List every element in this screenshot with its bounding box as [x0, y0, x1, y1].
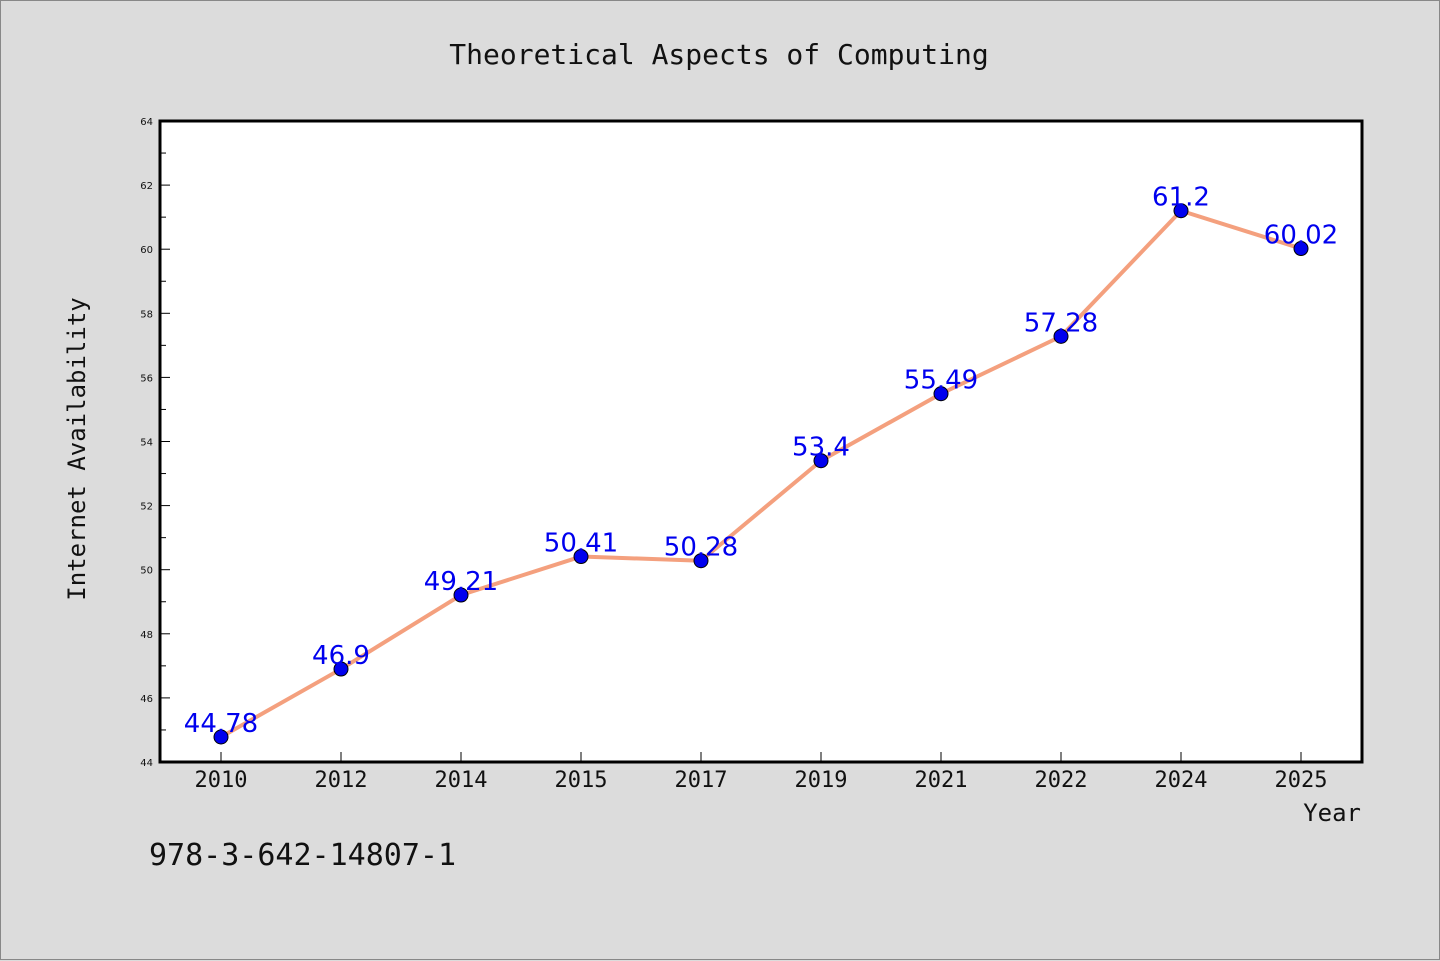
data-point-label: 44.78	[184, 709, 258, 739]
y-tick-label: 50	[140, 566, 153, 577]
x-tick-label: 2025	[1275, 768, 1328, 793]
x-tick-label: 2014	[435, 768, 488, 793]
chart-title: Theoretical Aspects of Computing	[449, 38, 988, 71]
x-tick-label: 2024	[1155, 768, 1208, 793]
data-labels-group: 44.78 46.9 49.21 50.41 50.28 53.4 55.49 57.28 61…	[184, 183, 1338, 739]
data-point-marker	[813, 453, 829, 469]
x-tick-label: 2021	[915, 768, 968, 793]
y-tick-label: 52	[140, 502, 153, 513]
y-tick-label: 44	[140, 758, 153, 769]
x-axis-ticks: 2010 2012 2014 2015 2017 2019 2021 2022 2024 2025	[195, 752, 1328, 793]
data-point-label: 50.41	[544, 529, 618, 559]
x-axis-label: Year	[1303, 799, 1361, 827]
x-tick-label: 2019	[795, 768, 848, 793]
data-point-marker	[1293, 241, 1309, 257]
y-tick-label: 48	[140, 630, 153, 641]
y-axis-label: Internet Availability	[63, 297, 91, 600]
data-point-marker	[333, 661, 349, 677]
y-tick-label: 62	[140, 181, 153, 192]
data-point-label: 50.28	[664, 533, 738, 563]
data-point-label: 46.9	[312, 641, 370, 671]
data-point-label: 49.21	[424, 567, 498, 597]
x-tick-label: 2010	[195, 768, 248, 793]
y-tick-label: 46	[140, 694, 153, 705]
x-tick-label: 2017	[675, 768, 728, 793]
y-tick-label: 56	[140, 373, 153, 384]
y-tick-label: 60	[140, 245, 153, 256]
isbn-footer: 978-3-642-14807-1	[149, 838, 456, 873]
x-tick-label: 2022	[1035, 768, 1088, 793]
data-point-label: 57.28	[1024, 308, 1098, 338]
data-point-marker	[1173, 203, 1189, 219]
y-tick-label: 58	[140, 309, 153, 320]
data-point-label: 53.4	[792, 433, 850, 463]
data-point-label: 61.2	[1152, 183, 1210, 213]
y-axis-ticks: 44 46 48 50 52 54 56 58 60 62 64	[140, 117, 170, 769]
data-point-marker	[693, 553, 709, 569]
data-point-marker	[453, 587, 469, 603]
x-tick-label: 2012	[315, 768, 368, 793]
y-tick-label: 54	[140, 438, 153, 449]
data-point-marker	[1053, 328, 1069, 344]
data-point-marker	[213, 729, 229, 745]
series-line	[219, 208, 1303, 740]
x-tick-label: 2015	[555, 768, 608, 793]
series-group	[213, 203, 1309, 745]
data-point-marker	[573, 549, 589, 565]
data-point-label: 55.49	[904, 366, 978, 396]
y-tick-label: 64	[140, 117, 153, 128]
data-point-label: 60.02	[1264, 221, 1338, 251]
data-point-marker	[933, 386, 949, 402]
